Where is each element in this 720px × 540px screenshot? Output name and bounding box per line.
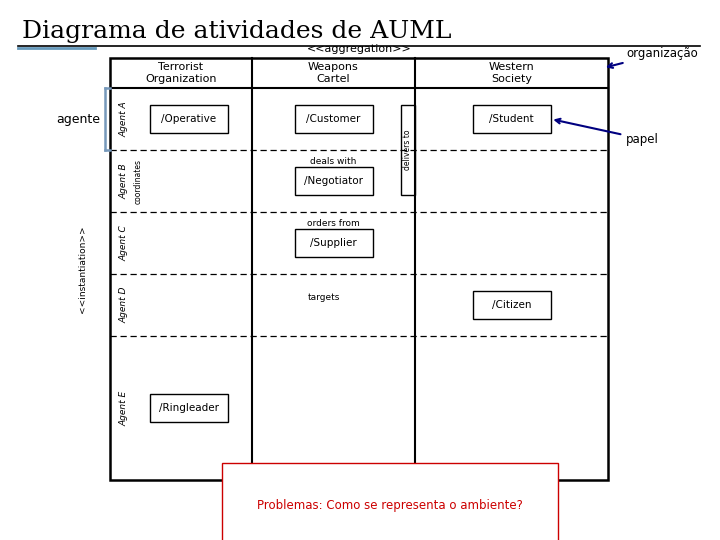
Text: /Operative: /Operative	[161, 114, 217, 124]
Text: targets: targets	[307, 293, 340, 301]
Text: /Citizen: /Citizen	[492, 300, 531, 310]
Text: papel: papel	[556, 119, 659, 145]
Bar	[150, 105, 228, 133]
Text: delivers to: delivers to	[403, 130, 413, 170]
Text: organização: organização	[608, 46, 698, 68]
Text: <<instantiation>>: <<instantiation>>	[78, 225, 86, 313]
Text: Western
Society: Western Society	[489, 62, 534, 84]
Text: Agent C: Agent C	[120, 225, 128, 261]
Text: /Student: /Student	[489, 114, 534, 124]
Text: /Supplier: /Supplier	[310, 238, 357, 248]
Text: Agent E: Agent E	[120, 390, 128, 426]
Text: /Customer: /Customer	[306, 114, 361, 124]
Text: /Ringleader: /Ringleader	[159, 403, 219, 413]
Text: Terrorist
Organization: Terrorist Organization	[145, 62, 217, 84]
Bar	[110, 58, 608, 480]
Bar	[294, 167, 372, 195]
Text: Problemas: Como se representa o ambiente?: Problemas: Como se representa o ambiente…	[257, 498, 523, 511]
Text: coordinates: coordinates	[133, 159, 143, 204]
Text: Agent D: Agent D	[120, 287, 128, 323]
Bar	[472, 105, 551, 133]
Text: Weapons
Cartel: Weapons Cartel	[308, 62, 359, 84]
Text: orders from: orders from	[307, 219, 360, 227]
Text: Agent B: Agent B	[120, 163, 128, 199]
Text: agente: agente	[56, 112, 100, 125]
Text: Diagrama de atividades de AUML: Diagrama de atividades de AUML	[22, 20, 451, 43]
Bar	[150, 394, 228, 422]
Bar	[401, 105, 415, 195]
Bar	[294, 229, 372, 257]
Text: Agent A: Agent A	[120, 101, 128, 137]
Text: <<aggregation>>: <<aggregation>>	[307, 44, 411, 54]
Text: /Negotiator: /Negotiator	[304, 176, 363, 186]
Text: deals with: deals with	[310, 157, 356, 165]
Bar	[472, 291, 551, 319]
Bar	[294, 105, 372, 133]
